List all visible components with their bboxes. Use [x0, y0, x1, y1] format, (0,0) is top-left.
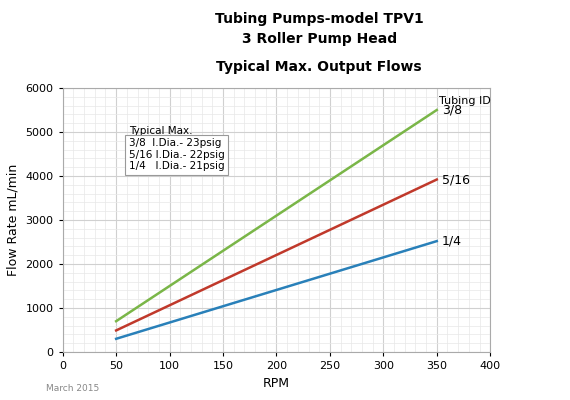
Y-axis label: Flow Rate mL/min: Flow Rate mL/min: [7, 164, 20, 276]
Text: 3/8  I.Dia.- 23psig
5/16 I.Dia.- 22psig
1/4   I.Dia.- 21psig: 3/8 I.Dia.- 23psig 5/16 I.Dia.- 22psig 1…: [129, 138, 225, 171]
Text: March 2015: March 2015: [46, 384, 99, 393]
X-axis label: RPM: RPM: [263, 376, 290, 390]
Text: 5/16: 5/16: [442, 173, 470, 186]
Text: Typical Max. Output Flows: Typical Max. Output Flows: [217, 60, 422, 74]
Text: 1/4: 1/4: [442, 235, 462, 248]
Text: 3 Roller Pump Head: 3 Roller Pump Head: [242, 32, 397, 46]
Text: 3/8: 3/8: [442, 104, 462, 116]
Text: Tubing ID: Tubing ID: [439, 96, 491, 106]
Text: Tubing Pumps-model TPV1: Tubing Pumps-model TPV1: [215, 12, 424, 26]
Text: Typical Max.: Typical Max.: [129, 126, 193, 136]
